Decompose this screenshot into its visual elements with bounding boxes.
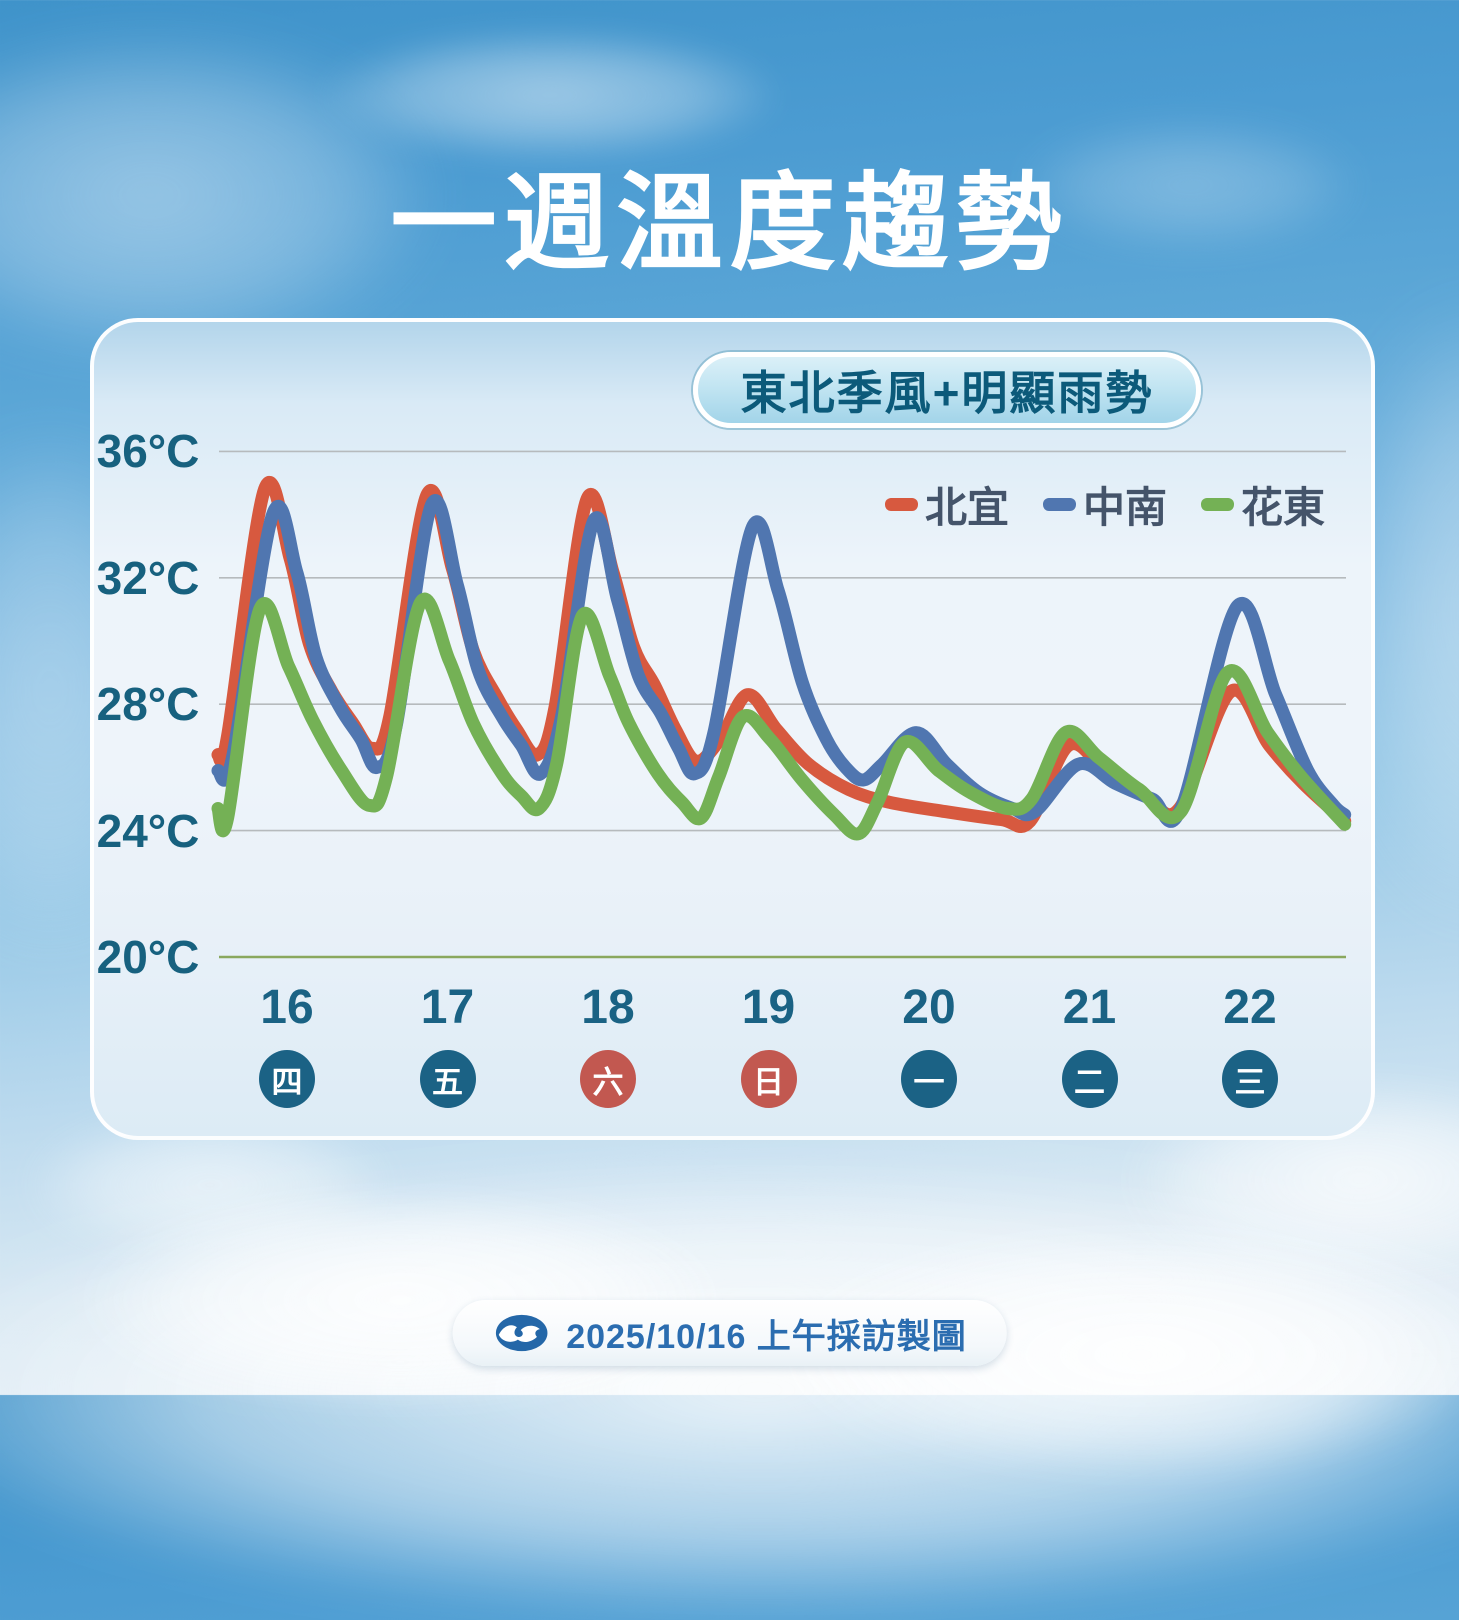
temperature-trend-chart bbox=[211, 450, 1352, 959]
footer-credit-text: 2025/10/16 上午採訪製圖 bbox=[566, 1317, 967, 1356]
series-line-中南 bbox=[211, 494, 1352, 828]
legend-label: 花東 bbox=[1241, 484, 1326, 531]
y-tick-label-32: 32°C bbox=[96, 551, 200, 604]
weekday-badge-16: 四 bbox=[259, 1050, 315, 1108]
footer-credit: 2025/10/16 上午採訪製圖 bbox=[452, 1300, 1007, 1366]
legend-swatch-icon bbox=[885, 498, 918, 511]
chart-legend: 北宜 中南 花東 bbox=[885, 474, 1325, 535]
weekday-badge-22: 三 bbox=[1222, 1050, 1278, 1108]
legend-item-中南: 中南 bbox=[1043, 474, 1167, 535]
weekday-badge-20: 一 bbox=[901, 1050, 957, 1108]
legend-label: 中南 bbox=[1083, 484, 1168, 531]
legend-swatch-icon bbox=[1201, 498, 1235, 511]
legend-swatch-icon bbox=[1043, 498, 1077, 511]
x-tick-label-22: 22 bbox=[1223, 981, 1277, 1034]
weekday-badge-21: 二 bbox=[1061, 1050, 1118, 1108]
legend-label: 北宜 bbox=[925, 484, 1010, 531]
y-tick-label-36: 36°C bbox=[96, 425, 200, 478]
y-tick-label-28: 28°C bbox=[96, 678, 200, 731]
condition-badge: 東北季風+明顯雨勢 bbox=[693, 352, 1201, 428]
condition-badge-label: 東北季風+明顯雨勢 bbox=[740, 367, 1154, 419]
legend-item-花東: 花東 bbox=[1201, 474, 1325, 535]
x-tick-label-20: 20 bbox=[902, 981, 956, 1034]
weather-trend-page: 一週溫度趨勢 東北季風+明顯雨勢 北宜 中南 花東 36°C 32°C 28°C 24°C… bbox=[0, 30, 1459, 1620]
x-tick-label-17: 17 bbox=[420, 981, 475, 1034]
y-tick-label-20: 20°C bbox=[96, 931, 200, 983]
y-tick-label-24: 24°C bbox=[96, 804, 200, 857]
page-title: 一週溫度趨勢 bbox=[390, 165, 1069, 283]
x-tick-label-16: 16 bbox=[260, 981, 314, 1034]
series-line-花東 bbox=[211, 592, 1352, 841]
weekday-badge-18: 六 bbox=[580, 1050, 636, 1108]
weekday-badge-19: 日 bbox=[740, 1050, 797, 1108]
x-tick-label-18: 18 bbox=[581, 981, 635, 1034]
x-tick-label-21: 21 bbox=[1062, 981, 1117, 1034]
cwa-logo-icon bbox=[495, 1314, 547, 1352]
legend-item-北宜: 北宜 bbox=[885, 474, 1009, 535]
weekday-badge-17: 五 bbox=[419, 1050, 476, 1108]
x-tick-label-19: 19 bbox=[741, 981, 796, 1034]
